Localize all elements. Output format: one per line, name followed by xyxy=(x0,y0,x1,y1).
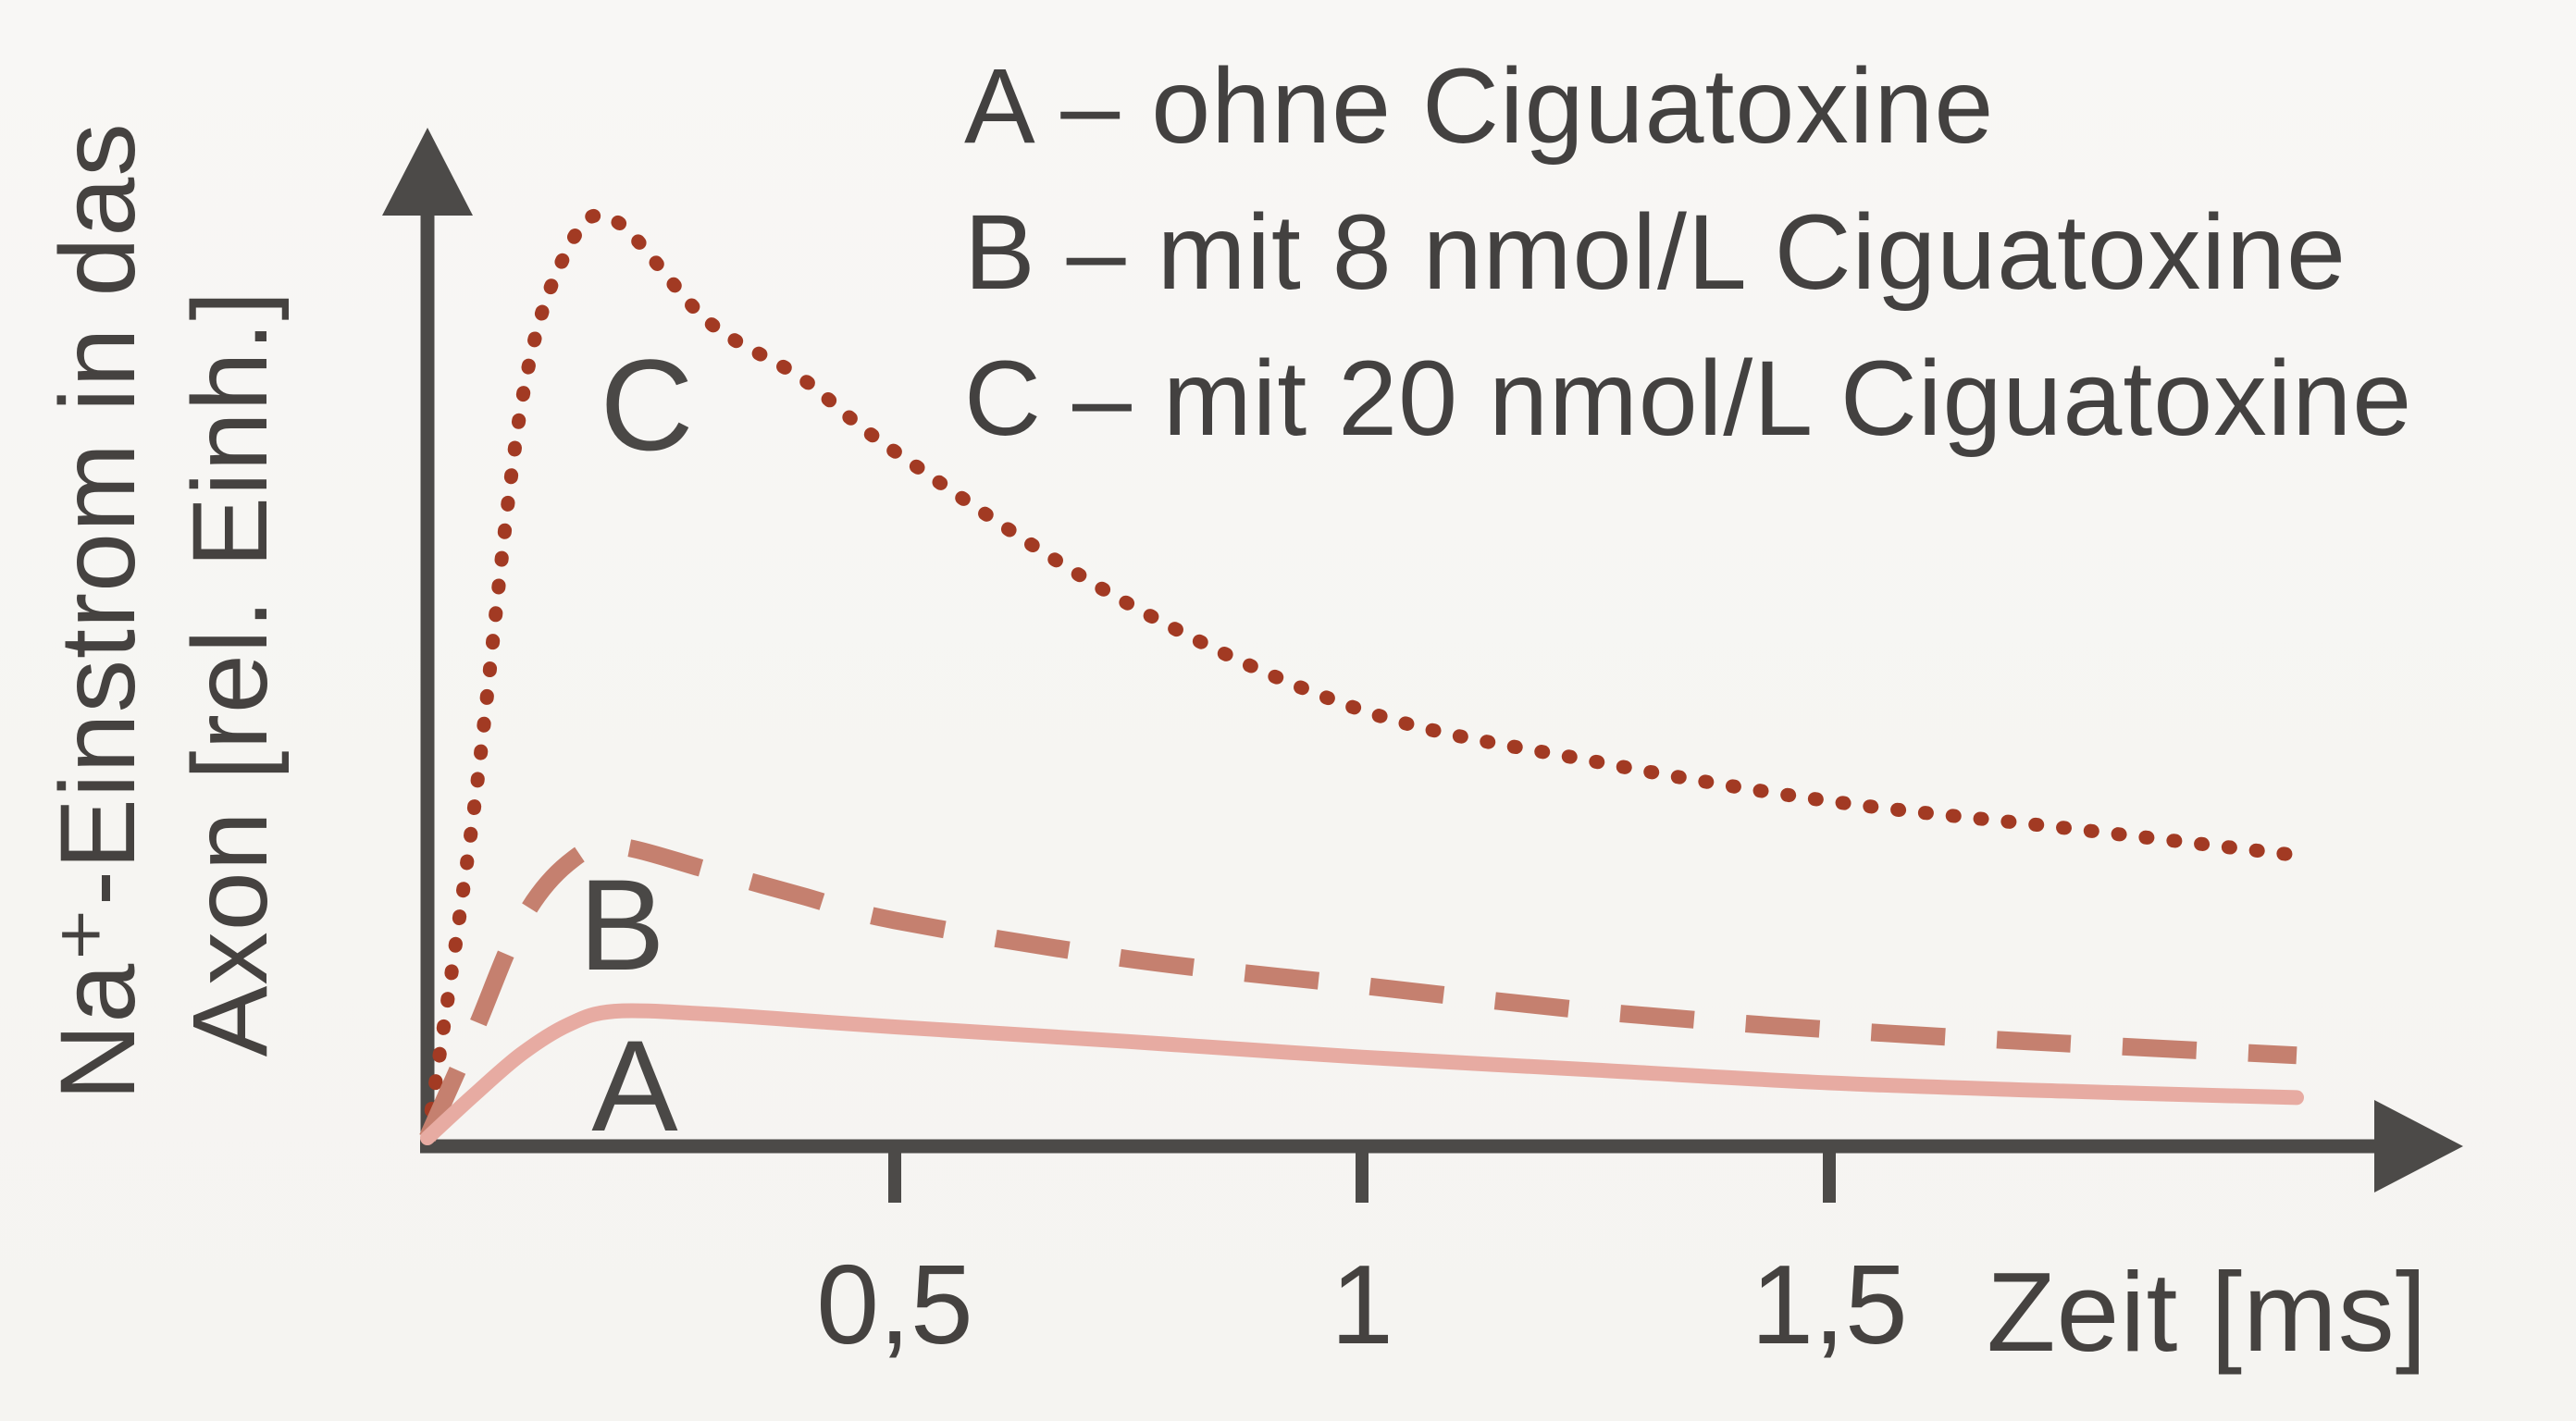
curve-b xyxy=(419,836,2297,1142)
curve-c xyxy=(420,208,2304,1145)
legend-item-c: C – mit 20 nmol/L Ciguatoxine xyxy=(964,340,2413,458)
y-axis-arrowhead-icon xyxy=(382,128,473,216)
legend: A – ohne Ciguatoxine B – mit 8 nmol/L Ci… xyxy=(964,33,2412,472)
legend-item-a: A – ohne Ciguatoxine xyxy=(964,47,1995,166)
y-axis-label-line2: Axon [rel. Einh.] xyxy=(171,290,290,1057)
x-axis-title: Zeit [ms] xyxy=(1987,1249,2428,1375)
legend-item-b: B – mit 8 nmol/L Ciguatoxine xyxy=(964,193,2347,312)
curve-label-c: C xyxy=(600,332,694,477)
curve-a xyxy=(420,1003,2304,1145)
curve-label-b: B xyxy=(578,852,665,997)
y-axis-label-line1: Na⁺-Einstrom in das xyxy=(39,122,157,1101)
curve-label-a: A xyxy=(591,1013,678,1158)
x-tick-label: 1 xyxy=(1331,1242,1393,1367)
x-axis-arrowhead-icon xyxy=(2374,1100,2463,1192)
x-tick-label: 1,5 xyxy=(1751,1242,1908,1367)
x-tick-label: 0,5 xyxy=(816,1242,973,1367)
